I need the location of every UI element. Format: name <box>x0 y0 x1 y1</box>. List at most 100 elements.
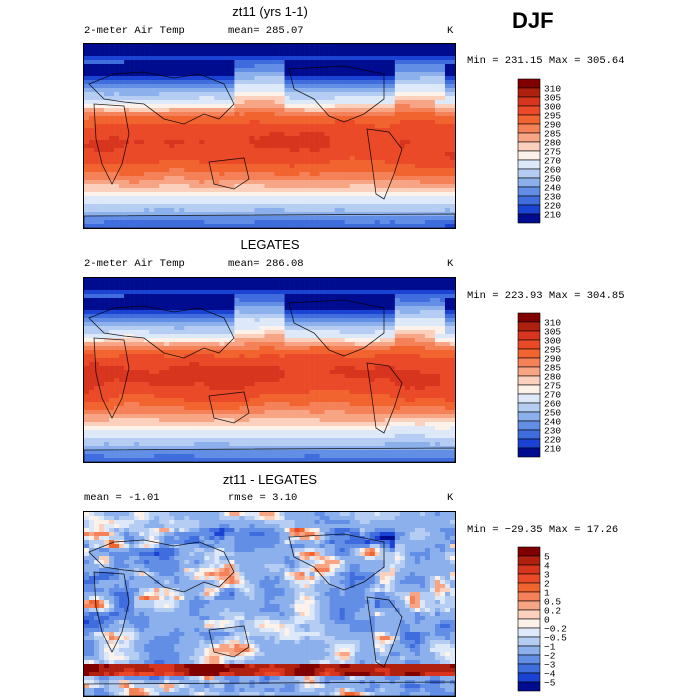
colorbar-1-tick-label: 290 <box>544 120 561 131</box>
colorbar-1-swatch <box>517 78 541 89</box>
colorbar-3-swatch <box>517 609 541 620</box>
colorbar-1-swatch <box>517 123 541 134</box>
panel-2-title: LEGATES <box>240 237 300 252</box>
colorbar-3-tick-label: 3 <box>544 570 550 581</box>
colorbar-2-tick-label: 305 <box>544 327 561 338</box>
panel-2-map-field <box>84 278 455 462</box>
colorbar-2-swatch <box>517 402 541 413</box>
colorbar-2-tick-label: 270 <box>544 390 561 401</box>
colorbar-3-tick-label: −5 <box>544 678 556 689</box>
colorbar-2-tick-label: 230 <box>544 426 561 437</box>
colorbar-3-swatch <box>517 681 541 692</box>
coastline <box>288 299 385 357</box>
colorbar-1-swatch <box>517 168 541 179</box>
panel-2-mean-label: mean= 286.08 <box>228 258 304 270</box>
colorbar-3-tick-label: 1 <box>544 588 550 599</box>
panel-1-units: K <box>447 25 454 37</box>
colorbar-3-tick-label: 0.5 <box>544 597 561 608</box>
coastline <box>366 128 403 200</box>
coastline <box>208 391 250 424</box>
colorbar-2-swatch <box>517 375 541 386</box>
colorbar-1-tick-label: 300 <box>544 102 561 113</box>
colorbar-2-swatch <box>517 429 541 440</box>
coastline <box>288 533 385 591</box>
colorbar-1-swatch <box>517 177 541 188</box>
coastline <box>88 71 235 125</box>
colorbar-2-tick-label: 295 <box>544 345 561 356</box>
colorbar-3-swatch <box>517 627 541 638</box>
colorbar-3-swatch <box>517 636 541 647</box>
colorbar-3-swatch <box>517 564 541 575</box>
panel-2-variable-label: 2-meter Air Temp <box>84 258 185 270</box>
colorbar-1-swatch <box>517 150 541 161</box>
panel-2-minmax: Min = 223.93 Max = 304.85 <box>467 290 625 302</box>
colorbar-2-tick-label: 300 <box>544 336 561 347</box>
colorbar-2-swatch <box>517 411 541 422</box>
colorbar-2-tick-label: 280 <box>544 372 561 383</box>
coastline <box>93 103 130 185</box>
coastline <box>84 447 455 462</box>
panel-1-colorbar: 310 305 300 295 290 285 280 275 270 260 250 240 230 2… <box>517 78 578 225</box>
coastline <box>366 596 403 668</box>
colorbar-1-tick-label: 310 <box>544 84 561 95</box>
panel-3-map-field <box>84 512 455 696</box>
coastline <box>208 625 250 658</box>
colorbar-1-tick-label: 230 <box>544 192 561 203</box>
colorbar-3-swatch <box>517 600 541 611</box>
colorbar-2-tick-label: 240 <box>544 417 561 428</box>
panel-3-title: zt11 - LEGATES <box>222 472 318 487</box>
colorbar-3-swatch <box>517 555 541 566</box>
colorbar-1-swatch <box>517 186 541 197</box>
colorbar-3-tick-label: 2 <box>544 579 550 590</box>
colorbar-1-tick-label: 240 <box>544 183 561 194</box>
colorbar-2-swatch <box>517 330 541 341</box>
colorbar-3-tick-label: −1 <box>544 642 556 653</box>
colorbar-2-tick-label: 260 <box>544 399 561 410</box>
colorbar-2-tick-label: 275 <box>544 381 561 392</box>
colorbar-3-tick-label: −0.2 <box>544 624 567 635</box>
colorbar-1-tick-label: 210 <box>544 210 561 221</box>
colorbar-3-tick-label: −4 <box>544 669 556 680</box>
coastline <box>208 157 250 190</box>
colorbar-1-tick-label: 220 <box>544 201 561 212</box>
colorbar-3-tick-label: −2 <box>544 651 556 662</box>
colorbar-2-tick-label: 290 <box>544 354 561 365</box>
colorbar-1-tick-label: 305 <box>544 93 561 104</box>
colorbar-2-tick-label: 285 <box>544 363 561 374</box>
colorbar-3-tick-label: 4 <box>544 561 550 572</box>
colorbar-3-swatch <box>517 582 541 593</box>
panel-3-mean-label: mean = -1.01 <box>84 492 160 504</box>
colorbar-1-tick-label: 280 <box>544 138 561 149</box>
colorbar-3-swatch <box>517 672 541 683</box>
colorbar-1-swatch <box>517 141 541 152</box>
colorbar-2-tick-label: 220 <box>544 435 561 446</box>
colorbar-1-tick-label: 270 <box>544 156 561 167</box>
panel-2-colorbar: 310 305 300 295 290 285 280 275 270 260 250 240 230 2… <box>517 312 578 459</box>
colorbar-2-swatch <box>517 366 541 377</box>
coastline <box>288 65 385 123</box>
colorbar-2-tick-label: 250 <box>544 408 561 419</box>
colorbar-3-swatch <box>517 645 541 656</box>
coastline <box>84 681 455 696</box>
colorbar-2-swatch <box>517 357 541 368</box>
colorbar-3-swatch <box>517 591 541 602</box>
colorbar-2-swatch <box>517 393 541 404</box>
panel-1-mean-label: mean= 285.07 <box>228 25 304 37</box>
season-label: DJF <box>512 8 554 33</box>
colorbar-1-tick-label: 250 <box>544 174 561 185</box>
panel-3-units: K <box>447 492 454 504</box>
colorbar-3-swatch <box>517 663 541 674</box>
colorbar-2-swatch <box>517 321 541 332</box>
panel-1-title: zt11 (yrs 1-1) <box>232 4 308 19</box>
colorbar-2-tick-label: 310 <box>544 318 561 329</box>
coastline <box>88 305 235 359</box>
colorbar-1-swatch <box>517 105 541 116</box>
colorbar-1-tick-label: 285 <box>544 129 561 140</box>
colorbar-2-swatch <box>517 447 541 458</box>
colorbar-1-swatch <box>517 96 541 107</box>
colorbar-3-tick-label: 0.2 <box>544 606 561 617</box>
coastline <box>366 362 403 434</box>
colorbar-3-tick-label: −3 <box>544 660 556 671</box>
colorbar-2-tick-label: 210 <box>544 444 561 455</box>
coastline <box>93 337 130 419</box>
